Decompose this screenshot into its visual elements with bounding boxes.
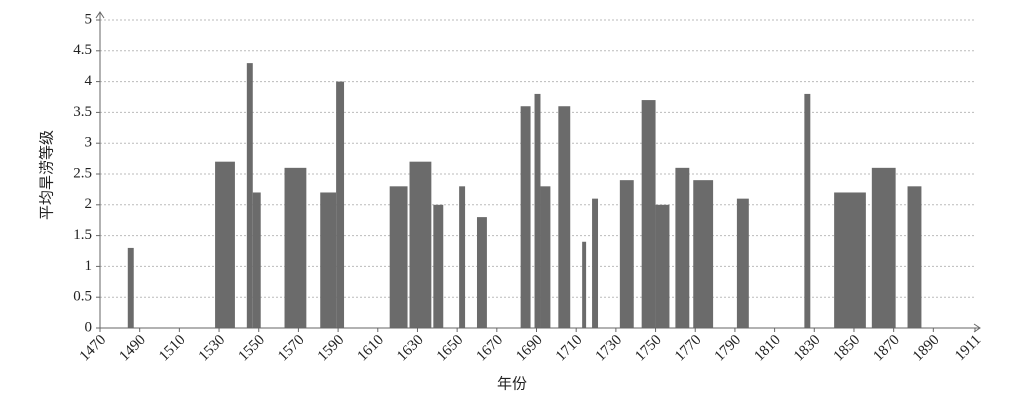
x-tick-label: 1630 [394,332,427,365]
x-tick-label: 1690 [513,332,546,365]
y-tick-label: 0.5 [73,289,92,305]
bar [641,100,656,328]
y-tick-label: 3 [85,135,93,151]
bar [320,192,337,328]
y-tick-label: 5 [85,11,93,27]
bar [907,186,922,328]
bar [582,241,587,328]
bar [336,81,345,328]
bar [804,93,811,328]
x-tick-label: 1570 [275,332,308,365]
x-tick-label: 1670 [474,332,507,365]
y-tick-label: 3.5 [73,104,92,120]
bar [693,180,714,328]
bar [520,106,531,329]
bar [534,93,541,328]
bar [252,192,261,328]
bar [592,198,599,328]
bar [127,247,134,328]
x-tick-label: 1490 [116,332,149,365]
x-tick-label: 1890 [910,332,943,365]
bar [476,217,487,328]
x-tick-label: 1650 [434,332,467,365]
bar [389,186,408,328]
bar [558,106,571,329]
x-tick-label: 1510 [156,332,189,365]
bar [284,167,307,328]
x-tick-label: 1911 [952,332,984,364]
x-tick-label: 1850 [831,332,864,365]
x-tick-label: 1550 [235,332,268,365]
y-tick-label: 4 [85,73,93,89]
x-axis [100,323,981,333]
bar [871,167,896,328]
x-tick-label: 1810 [751,332,784,365]
x-tick-label: 1770 [672,332,705,365]
bar [433,204,444,328]
bar [675,167,690,328]
y-tick-label: 4.5 [73,42,92,58]
x-tick-label: 1830 [791,332,824,365]
y-tick-label: 1.5 [73,227,92,243]
bar [834,192,866,328]
bar [655,204,670,328]
bar [246,63,253,329]
x-tick-label: 1790 [712,332,745,365]
x-tick-label: 1870 [870,332,903,365]
y-axis-label: 平均旱涝等级 [37,130,55,220]
bar [459,186,466,328]
bar [215,161,235,328]
x-tick-label: 1610 [355,332,388,365]
x-tick-label: 1530 [196,332,229,365]
x-tick-label: 1710 [553,332,586,365]
x-tick-label: 1470 [77,332,110,365]
y-axis [95,11,105,328]
y-tick-label: 1 [85,258,93,274]
x-tick-label: 1750 [632,332,665,365]
y-tick-label: 0 [85,319,93,335]
bar [409,161,432,328]
y-tick-label: 2 [85,196,93,212]
bar [540,186,551,328]
bar [736,198,749,328]
x-tick-label: 1590 [315,332,348,365]
x-axis-label: 年份 [497,375,527,392]
y-tick-label: 2.5 [73,165,92,181]
x-tick-label: 1730 [593,332,626,365]
bar [619,180,634,328]
